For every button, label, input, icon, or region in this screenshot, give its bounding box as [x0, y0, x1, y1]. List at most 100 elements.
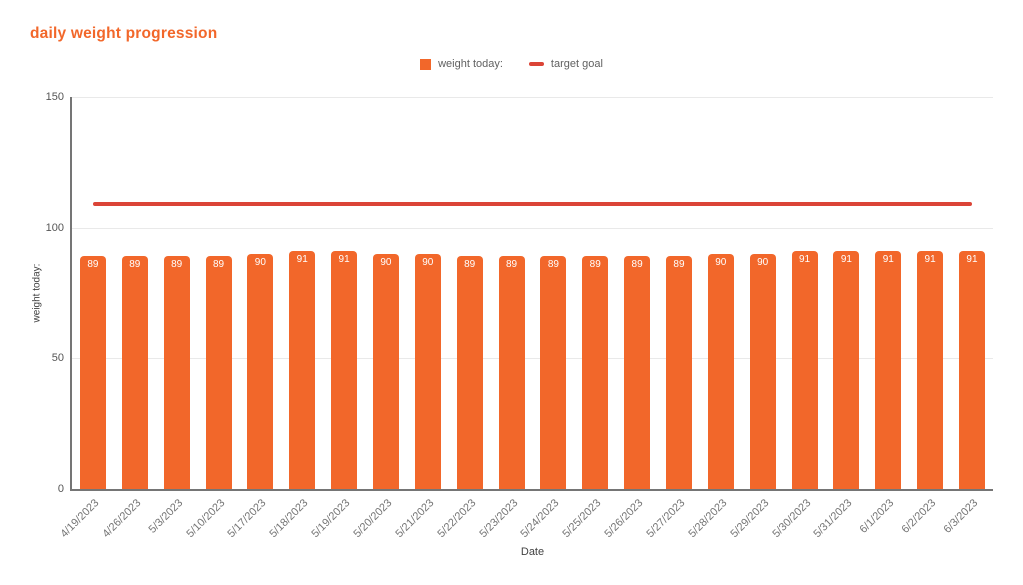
bar-value-label: 89: [673, 259, 685, 271]
bar-value-label: 90: [715, 256, 727, 268]
bar-value-label: 89: [505, 259, 518, 271]
bar-slot: 90 5/17/2023: [226, 97, 281, 540]
bar-slot: 89 5/27/2023: [644, 97, 700, 540]
bar-slot: 89 5/24/2023: [519, 97, 574, 540]
bar-value-label: 89: [547, 259, 559, 271]
bar-value-label: 91: [924, 254, 936, 266]
bar-slot: 89 4/19/2023: [58, 97, 114, 540]
bar-slot: 91 6/3/2023: [942, 97, 993, 536]
legend-line-swatch-icon: [528, 62, 544, 66]
bar[interactable]: 90: [247, 253, 274, 489]
x-tick-label: 6/2/2023: [899, 497, 939, 536]
bar[interactable]: 89: [540, 256, 567, 489]
x-tick-label: 5/3/2023: [146, 497, 186, 536]
y-tick-label: 150: [45, 91, 64, 103]
x-tick-label: 5/24/2023: [518, 497, 562, 541]
bar-value-label: 89: [212, 259, 225, 271]
x-tick-label: 5/29/2023: [728, 497, 772, 541]
bar-slot: 91 5/31/2023: [812, 97, 867, 540]
bar[interactable]: 90: [414, 253, 441, 489]
bar-slot: 91 6/1/2023: [858, 97, 909, 536]
legend-label-weight-today: weight today:: [438, 58, 503, 70]
bar[interactable]: 89: [665, 256, 692, 489]
y-axis-line: [70, 97, 72, 491]
bar[interactable]: 89: [582, 256, 609, 489]
bar-value-label: 91: [296, 254, 308, 266]
x-tick-label: 5/22/2023: [435, 497, 479, 541]
bar-value-label: 91: [840, 254, 852, 266]
legend-label-target-goal: target goal: [550, 58, 603, 70]
bar[interactable]: 91: [791, 251, 818, 489]
bar-value-label: 91: [966, 254, 978, 266]
bar-value-label: 89: [589, 259, 601, 271]
legend-item-target-goal[interactable]: target goal: [528, 58, 603, 70]
bar[interactable]: 89: [498, 256, 525, 489]
bar[interactable]: 90: [707, 253, 734, 489]
bar-value-label: 89: [171, 259, 183, 271]
bar-slot: 89 4/26/2023: [100, 97, 156, 540]
legend-bar-swatch-icon: [420, 58, 432, 70]
bar[interactable]: 91: [833, 251, 860, 489]
bar[interactable]: 90: [372, 253, 399, 489]
chart-title: daily weight progression: [30, 25, 218, 42]
bar[interactable]: 89: [79, 256, 106, 489]
x-tick-label: 5/27/2023: [644, 497, 688, 541]
chart-legend: weight today: target goal: [0, 58, 1023, 70]
bar-value-label: 89: [631, 259, 643, 271]
y-tick-label: 0: [57, 483, 64, 495]
bar-slot: 90 5/28/2023: [686, 97, 742, 540]
x-tick-label: 4/19/2023: [58, 497, 102, 541]
x-tick-label: 6/3/2023: [941, 497, 981, 536]
bar-slot: 89 5/3/2023: [146, 97, 198, 536]
bar-value-label: 89: [129, 259, 141, 271]
x-tick-label: 5/21/2023: [393, 497, 437, 541]
x-tick-label: 5/20/2023: [351, 497, 395, 541]
bar[interactable]: 91: [958, 251, 985, 489]
bar-slot: 89 5/10/2023: [184, 97, 240, 540]
bar[interactable]: 91: [289, 251, 316, 489]
y-tick-label: 100: [45, 221, 64, 234]
bar-slot: 91 5/30/2023: [770, 97, 826, 540]
bar[interactable]: 90: [749, 253, 776, 489]
x-tick-label: 5/30/2023: [769, 497, 814, 541]
bar-value-label: 89: [87, 259, 99, 271]
gridline: [72, 227, 993, 229]
bar-slot: 90 5/21/2023: [393, 97, 449, 540]
bar-slot: 90 5/29/2023: [728, 97, 784, 540]
bar-slot: 90 5/20/2023: [351, 97, 407, 540]
bar[interactable]: 91: [875, 251, 902, 489]
bar-value-label: 90: [757, 256, 769, 268]
bar-slot: 91 5/19/2023: [309, 97, 365, 540]
bar-slot: 91 5/18/2023: [268, 97, 323, 540]
bar-slot: 89 5/25/2023: [561, 97, 616, 540]
bar[interactable]: 91: [917, 251, 944, 489]
bar[interactable]: 89: [121, 256, 148, 489]
bar[interactable]: 89: [456, 256, 483, 489]
x-tick-label: 5/28/2023: [686, 497, 730, 541]
bar-slot: 91 6/2/2023: [900, 97, 951, 536]
x-tick-label: 5/10/2023: [183, 497, 228, 541]
x-tick-label: 5/23/2023: [476, 497, 521, 541]
target-goal-line[interactable]: [92, 201, 973, 206]
bars-container: 89 4/19/2023 89 4/26/2023 89 5/3/2023 89 5/10/2…: [58, 97, 993, 540]
bar-value-label: 90: [380, 256, 392, 268]
x-tick-label: 5/25/2023: [560, 497, 604, 541]
bar-value-label: 90: [254, 256, 266, 268]
bar[interactable]: 89: [624, 256, 651, 489]
bar-slot: 89 5/26/2023: [603, 97, 658, 540]
gridline: [72, 97, 993, 98]
bar-value-label: 91: [882, 254, 894, 266]
x-tick-label: 4/26/2023: [100, 497, 144, 541]
bar[interactable]: 89: [205, 256, 232, 489]
bar[interactable]: 89: [163, 256, 190, 489]
y-tick-label: 50: [51, 352, 64, 365]
legend-item-weight-today[interactable]: weight today:: [420, 58, 503, 70]
x-axis-title: Date: [520, 546, 545, 558]
x-tick-label: 5/26/2023: [602, 497, 646, 541]
bar-value-label: 91: [798, 254, 811, 266]
bar-value-label: 91: [338, 254, 350, 266]
x-tick-label: 5/19/2023: [309, 497, 353, 541]
plot-area: 89 4/19/2023 89 4/26/2023 89 5/3/2023 89 5/10/2…: [58, 97, 993, 540]
x-tick-label: 5/31/2023: [811, 497, 855, 541]
bar[interactable]: 91: [331, 251, 358, 489]
